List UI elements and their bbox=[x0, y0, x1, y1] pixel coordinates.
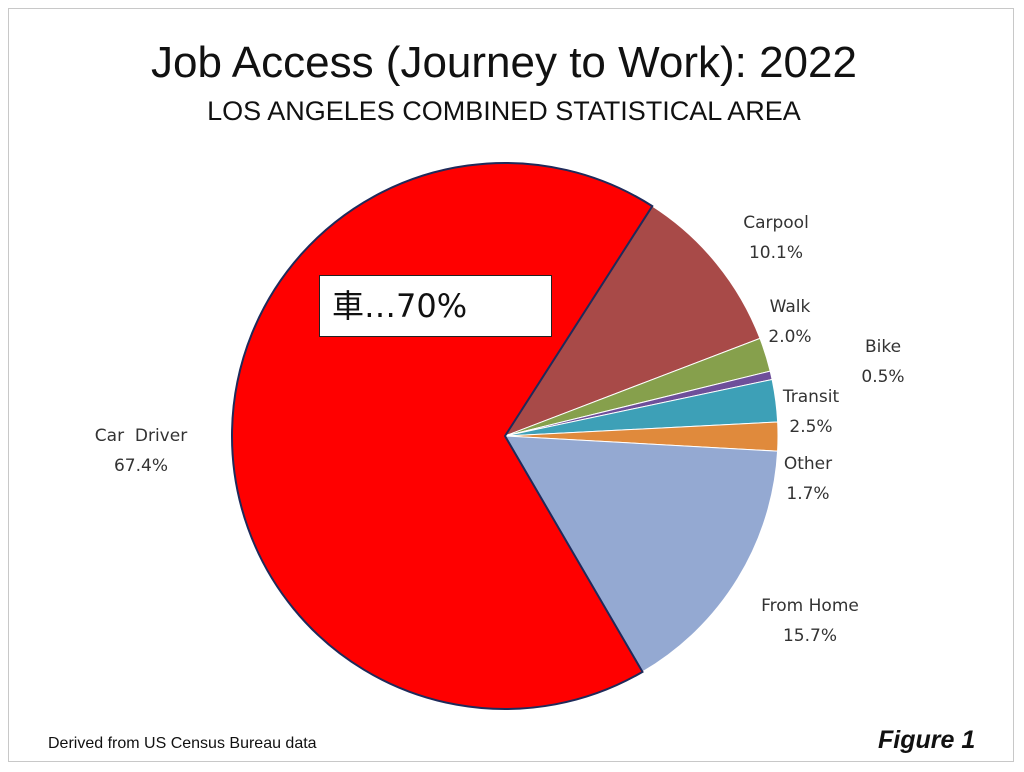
label-walk-name: Walk bbox=[769, 297, 811, 317]
label-car-driver-name: Car Driver bbox=[94, 426, 188, 446]
label-carpool-value: 10.1% bbox=[748, 243, 803, 263]
label-car-driver-value: 67.4% bbox=[113, 456, 168, 476]
label-from-home: From Home 15.7% bbox=[740, 591, 880, 651]
label-other-value: 1.7% bbox=[786, 484, 830, 504]
label-carpool: Carpool 10.1% bbox=[726, 208, 826, 268]
label-bike-value: 0.5% bbox=[861, 367, 905, 387]
label-car-driver: Car Driver 67.4% bbox=[76, 421, 206, 481]
label-transit: Transit 2.5% bbox=[766, 382, 856, 442]
label-from-home-name: From Home bbox=[761, 596, 859, 616]
label-other: Other 1.7% bbox=[763, 449, 853, 509]
source-note: Derived from US Census Bureau data bbox=[48, 735, 317, 752]
label-from-home-value: 15.7% bbox=[782, 626, 837, 646]
chart-title: Job Access (Journey to Work): 2022 bbox=[151, 38, 857, 87]
label-bike: Bike 0.5% bbox=[838, 332, 928, 392]
pie-slice-from-home bbox=[504, 435, 779, 673]
label-other-name: Other bbox=[783, 454, 833, 474]
label-walk-value: 2.0% bbox=[768, 327, 812, 347]
figure-label: Figure 1 bbox=[878, 726, 976, 754]
label-transit-name: Transit bbox=[782, 387, 840, 407]
label-transit-value: 2.5% bbox=[789, 417, 833, 437]
chart-subtitle: LOS ANGELES COMBINED STATISTICAL AREA bbox=[207, 96, 801, 126]
label-carpool-name: Carpool bbox=[743, 213, 809, 233]
callout-box: 車…70% bbox=[319, 275, 552, 337]
label-bike-name: Bike bbox=[864, 337, 902, 357]
label-walk: Walk 2.0% bbox=[745, 292, 835, 352]
pie-slice-carpool bbox=[503, 205, 761, 438]
